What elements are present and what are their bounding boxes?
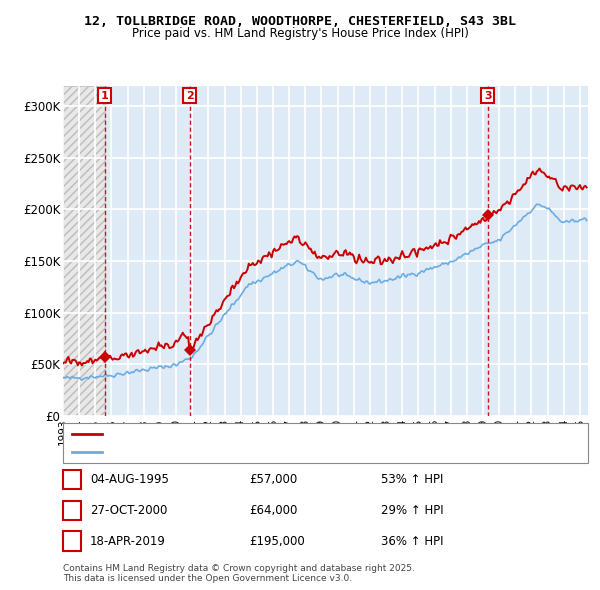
Text: 04-AUG-1995: 04-AUG-1995 (90, 473, 169, 486)
Text: 18-APR-2019: 18-APR-2019 (90, 535, 166, 548)
Text: £195,000: £195,000 (249, 535, 305, 548)
Text: 2: 2 (68, 506, 76, 515)
Text: 12, TOLLBRIDGE ROAD, WOODTHORPE, CHESTERFIELD, S43 3BL (semi-detached house): 12, TOLLBRIDGE ROAD, WOODTHORPE, CHESTER… (108, 430, 568, 440)
Text: £64,000: £64,000 (249, 504, 298, 517)
Text: 36% ↑ HPI: 36% ↑ HPI (381, 535, 443, 548)
Text: 29% ↑ HPI: 29% ↑ HPI (381, 504, 443, 517)
Text: 1: 1 (101, 90, 109, 100)
Text: 2: 2 (185, 90, 193, 100)
Text: £57,000: £57,000 (249, 473, 297, 486)
Bar (63, 86, 105, 416)
Text: 12, TOLLBRIDGE ROAD, WOODTHORPE, CHESTERFIELD, S43 3BL: 12, TOLLBRIDGE ROAD, WOODTHORPE, CHESTER… (84, 15, 516, 28)
Text: HPI: Average price, semi-detached house, Chesterfield: HPI: Average price, semi-detached house,… (108, 447, 393, 457)
Text: 3: 3 (484, 90, 491, 100)
Text: 1: 1 (68, 475, 76, 484)
Text: 3: 3 (68, 536, 76, 546)
Text: 27-OCT-2000: 27-OCT-2000 (90, 504, 167, 517)
Bar (105, 86, 588, 416)
Text: Price paid vs. HM Land Registry's House Price Index (HPI): Price paid vs. HM Land Registry's House … (131, 27, 469, 40)
Text: 53% ↑ HPI: 53% ↑ HPI (381, 473, 443, 486)
Text: Contains HM Land Registry data © Crown copyright and database right 2025.
This d: Contains HM Land Registry data © Crown c… (63, 563, 415, 583)
